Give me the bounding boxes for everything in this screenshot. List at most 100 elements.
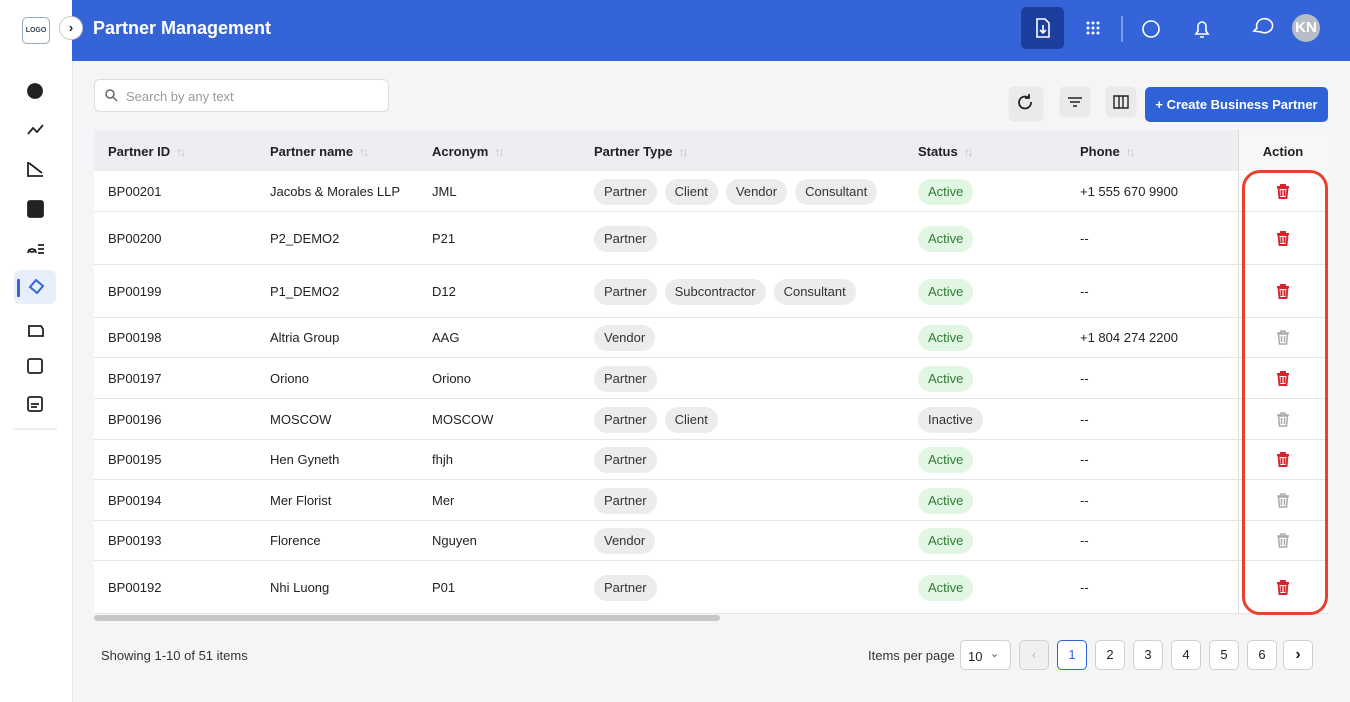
acronym: fhjh bbox=[432, 452, 453, 467]
table-row[interactable] bbox=[94, 358, 1328, 399]
sidebar-toggle[interactable]: › bbox=[59, 16, 83, 40]
type-chip: Partner bbox=[594, 365, 657, 392]
horizontal-scrollbar[interactable] bbox=[94, 615, 720, 621]
sort-icon[interactable]: ↑↓ bbox=[1125, 145, 1136, 159]
partner-id: BP00193 bbox=[108, 533, 162, 548]
partner-id: BP00196 bbox=[108, 411, 162, 427]
help-button[interactable] bbox=[1142, 20, 1160, 38]
nav-chart[interactable] bbox=[27, 162, 43, 177]
delete-button[interactable] bbox=[1276, 452, 1290, 467]
acronym: P01 bbox=[432, 579, 456, 595]
partner-types: Partner Subcontractor Consultant bbox=[594, 278, 864, 305]
status-badge: Active bbox=[918, 574, 974, 601]
sort-icon[interactable]: ↑↓ bbox=[963, 145, 974, 159]
phone: -- bbox=[1080, 452, 1089, 467]
page-button[interactable]: 5 bbox=[1209, 640, 1239, 670]
sort-icon[interactable]: ↑↓ bbox=[359, 145, 369, 159]
delete-button[interactable] bbox=[1276, 230, 1290, 246]
delete-button[interactable] bbox=[1276, 370, 1290, 386]
phone: -- bbox=[1080, 370, 1089, 386]
create-button[interactable]: + Create Business Partner bbox=[1145, 87, 1328, 122]
partner-id: BP00201 bbox=[108, 183, 162, 199]
status-badge: Active bbox=[918, 325, 974, 351]
table-row[interactable] bbox=[94, 521, 1328, 561]
acronym: D12 bbox=[432, 283, 456, 299]
table: Partner ID ↑↓ Partner name ↑↓ Acronym ↑↓ Partn… bbox=[94, 130, 1329, 614]
table-row[interactable] bbox=[94, 480, 1328, 521]
delete-button[interactable] bbox=[1276, 183, 1290, 199]
per-page-select[interactable]: 10 ⌄ bbox=[960, 640, 1011, 670]
table-row[interactable] bbox=[94, 318, 1328, 358]
nav-report[interactable] bbox=[27, 358, 43, 374]
delete-button[interactable] bbox=[1276, 330, 1290, 345]
column-header[interactable]: Status ↑↓ bbox=[918, 144, 974, 159]
nav-trend[interactable] bbox=[27, 124, 44, 135]
table-row[interactable] bbox=[94, 440, 1328, 480]
column-header[interactable]: Partner name ↑↓ bbox=[270, 144, 369, 159]
columns-button[interactable] bbox=[1105, 86, 1137, 118]
table-row[interactable] bbox=[94, 561, 1328, 614]
phone: -- bbox=[1080, 533, 1089, 548]
column-header[interactable]: Partner ID ↑↓ bbox=[108, 144, 186, 159]
nav-chart-line bbox=[28, 162, 43, 174]
next-page[interactable]: › bbox=[1283, 640, 1313, 670]
column-header-label: Acronym bbox=[432, 144, 489, 159]
search-box[interactable]: Search by any text bbox=[94, 79, 389, 112]
refresh-button[interactable] bbox=[1008, 86, 1044, 122]
partner-name: P1_DEMO2 bbox=[270, 283, 340, 299]
delete-button[interactable] bbox=[1276, 411, 1290, 427]
table-row[interactable] bbox=[94, 212, 1328, 265]
logo[interactable]: LOGO bbox=[22, 17, 50, 44]
topbar-icons bbox=[1021, 7, 1274, 49]
sort-icon[interactable]: ↑↓ bbox=[176, 145, 186, 159]
type-chip: Partner bbox=[594, 447, 657, 473]
page-button[interactable]: 4 bbox=[1171, 640, 1201, 670]
status-cell: Active bbox=[918, 447, 974, 473]
nav-active-bar bbox=[17, 279, 20, 297]
sort-icon[interactable]: ↑↓ bbox=[494, 145, 504, 159]
status-badge: Active bbox=[918, 278, 974, 305]
delete-button[interactable] bbox=[1276, 492, 1290, 508]
per-page-value: 10 bbox=[968, 649, 983, 664]
highlight-outline bbox=[1242, 170, 1328, 615]
table-header bbox=[94, 130, 1328, 171]
partner-types: Partner bbox=[594, 487, 665, 514]
column-header[interactable]: Partner Type ↑↓ bbox=[594, 144, 689, 159]
phone: -- bbox=[1080, 492, 1089, 508]
column-header[interactable]: Acronym ↑↓ bbox=[432, 144, 504, 159]
acronym: P21 bbox=[432, 230, 456, 246]
nav-partners[interactable] bbox=[28, 278, 45, 295]
delete-button[interactable] bbox=[1276, 283, 1290, 299]
page-button[interactable]: 6 bbox=[1247, 640, 1277, 670]
delete-button[interactable] bbox=[1276, 533, 1290, 548]
nav-users[interactable] bbox=[27, 244, 44, 254]
notifications-button[interactable] bbox=[1194, 21, 1210, 38]
partner-types: Partner bbox=[594, 447, 665, 473]
select-caret: ⌄ bbox=[990, 648, 1000, 660]
page-button[interactable]: 2 bbox=[1095, 640, 1125, 670]
phone: -- bbox=[1080, 283, 1089, 299]
status-cell: Active bbox=[918, 225, 974, 252]
table-row[interactable] bbox=[94, 265, 1328, 318]
nav-dashboard[interactable] bbox=[27, 83, 43, 99]
column-header-label: Partner Type bbox=[594, 144, 673, 159]
nav-icons bbox=[14, 83, 57, 430]
delete-button[interactable] bbox=[1276, 579, 1290, 595]
nav-folder[interactable] bbox=[28, 325, 44, 337]
apps-button[interactable] bbox=[1086, 21, 1100, 35]
prev-page[interactable]: ‹ bbox=[1019, 640, 1049, 670]
nav-calendar[interactable] bbox=[27, 396, 43, 412]
table-row[interactable] bbox=[94, 171, 1328, 212]
acronym: Nguyen bbox=[432, 533, 477, 548]
page-button[interactable]: 1 bbox=[1057, 640, 1087, 670]
sort-icon[interactable]: ↑↓ bbox=[678, 145, 689, 159]
nav-contacts[interactable] bbox=[27, 200, 44, 218]
topbar: Partner Management KN bbox=[72, 0, 1350, 61]
table-row[interactable] bbox=[94, 399, 1328, 440]
partner-types: Vendor bbox=[594, 325, 663, 351]
column-header[interactable]: Phone ↑↓ bbox=[1080, 144, 1136, 159]
chat-button[interactable] bbox=[1252, 17, 1274, 34]
partner-name: Altria Group bbox=[270, 330, 340, 345]
avatar[interactable]: KN bbox=[1292, 14, 1320, 42]
page-button[interactable]: 3 bbox=[1133, 640, 1163, 670]
